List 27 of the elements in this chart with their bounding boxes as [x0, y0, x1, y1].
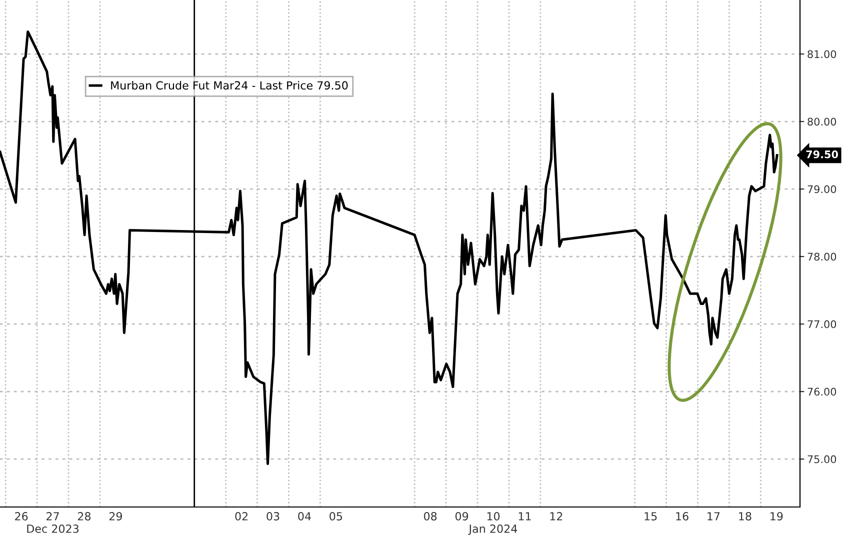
x-tick-label: 04 [298, 512, 311, 520]
x-tick-label: 29 [109, 512, 122, 520]
legend-label: Murban Crude Fut Mar24 - Last Price 79.50 [111, 80, 348, 90]
x-tick-label: 03 [266, 512, 280, 520]
x-tick-label: 10 Jan 2024 [468, 512, 518, 535]
x-tick-label: 09 [455, 512, 468, 520]
y-tick-label: 81.00 [808, 50, 836, 58]
x-tick-label: 08 [424, 512, 437, 520]
y-tick-label: 78.00 [808, 252, 836, 261]
x-tick-label: 02 [235, 512, 248, 520]
y-tick-label: 77.00 [808, 320, 836, 328]
x-tick-label: 11 [518, 512, 531, 520]
y-tick-label: 80.00 [808, 118, 836, 126]
x-tick-label: 27 Dec 2023 [27, 512, 79, 533]
x-tick-label: 12 [550, 512, 562, 520]
x-tick-label: 05 [330, 512, 342, 520]
x-tick-label: 18 [739, 512, 752, 520]
y-tick-label: 75.00 [808, 455, 836, 464]
x-tick-label: 19 [770, 512, 783, 520]
x-tick-label: 15 [644, 512, 657, 520]
x-tick-label: 28 [78, 512, 91, 520]
x-tick-label: 16 [676, 512, 688, 520]
y-tick-label: 76.00 [808, 388, 836, 396]
text: 79.50 [806, 150, 838, 158]
x-tick-label: 17 [708, 512, 720, 520]
y-tick-label: 79.00 [808, 185, 836, 194]
x-tick-label: 26 [15, 512, 28, 520]
